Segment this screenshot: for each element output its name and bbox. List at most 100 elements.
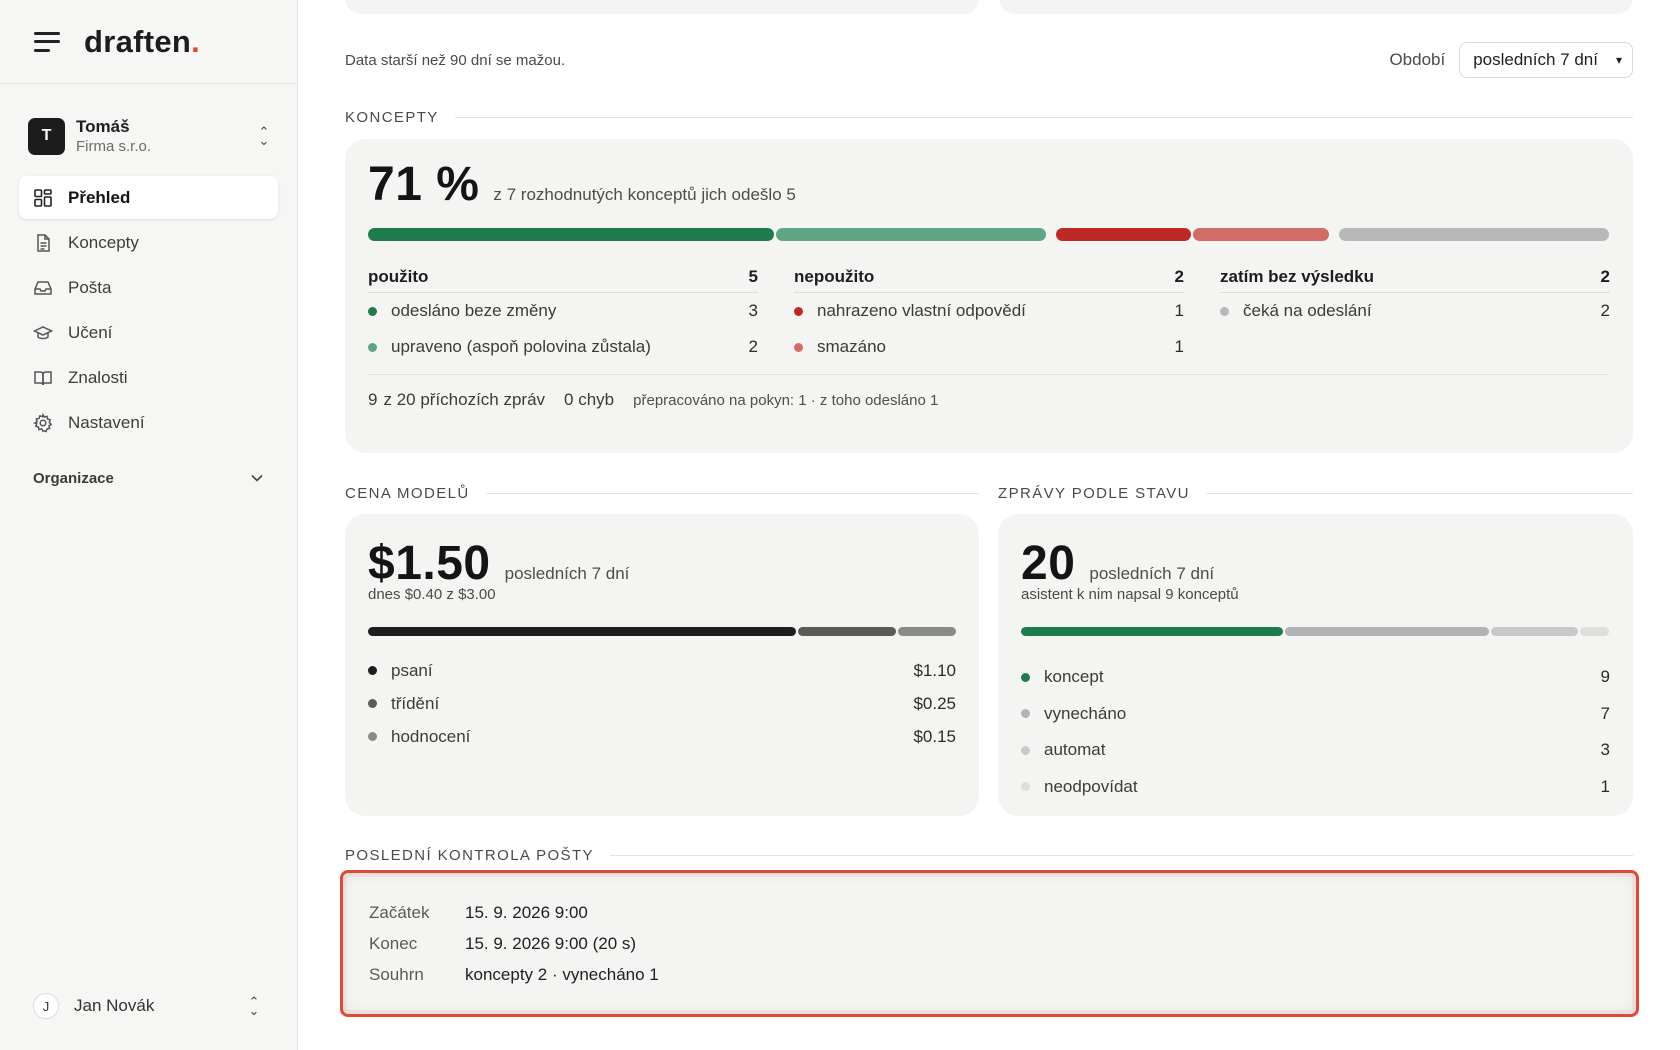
user-avatar: J bbox=[33, 993, 59, 1019]
sidebar-nav: Přehled Koncepty Pošta Učení Znalosti Na… bbox=[19, 176, 278, 444]
section-title-text: POSLEDNÍ KONTROLA POŠTY bbox=[345, 846, 594, 864]
status-dot bbox=[368, 699, 377, 708]
organization-toggle[interactable]: Organizace bbox=[33, 464, 263, 492]
incoming-count: 9 bbox=[368, 390, 378, 409]
section-title-text: ZPRÁVY PODLE STAVU bbox=[998, 484, 1190, 502]
cena-amount: $1.50 bbox=[368, 537, 491, 590]
status-dot bbox=[1021, 782, 1030, 792]
list-item: koncept 9 bbox=[1021, 659, 1610, 696]
section-title-kontrola: POSLEDNÍ KONTROLA POŠTY bbox=[345, 845, 1633, 865]
bar-segment bbox=[798, 627, 896, 636]
kontrola-card: Začátek 15. 9. 2026 9:00 Konec 15. 9. 2026… bbox=[340, 870, 1639, 1017]
account-switcher[interactable]: T Tomáš Firma s.r.o. ⌃ ⌄ bbox=[28, 114, 271, 158]
column-title: nepoužito bbox=[794, 266, 875, 286]
sidebar-item-znalosti[interactable]: Znalosti bbox=[19, 356, 278, 399]
cena-progress-bar bbox=[368, 627, 956, 636]
zpravy-period: posledních 7 dní bbox=[1089, 564, 1215, 583]
sidebar-item-nastaveni[interactable]: Nastavení bbox=[19, 401, 278, 444]
list-item: automat 3 bbox=[1021, 732, 1610, 769]
cena-list: psaní $1.10 třídění $0.25 hodnocení $0.15 bbox=[368, 648, 956, 753]
list-item: hodnocení $0.15 bbox=[368, 720, 956, 753]
period-select[interactable]: posledních 7 dní ▾ bbox=[1459, 42, 1633, 78]
zpravy-progress-bar bbox=[1021, 627, 1609, 636]
column-title: použito bbox=[368, 266, 429, 286]
bar-segment bbox=[775, 228, 1047, 241]
document-icon bbox=[37, 233, 50, 252]
bar-segment bbox=[897, 627, 956, 636]
sidebar-item-posta[interactable]: Pošta bbox=[19, 266, 278, 309]
user-name: Jan Novák bbox=[74, 996, 155, 1015]
status-dot bbox=[368, 666, 377, 675]
section-title-text: KONCEPTY bbox=[345, 108, 439, 126]
kontrola-row-end: Konec 15. 9. 2026 9:00 (20 s) bbox=[369, 933, 637, 953]
list-item: vynecháno 7 bbox=[1021, 696, 1610, 733]
sidebar-item-prehled[interactable]: Přehled bbox=[19, 176, 278, 219]
list-item: odesláno beze změny 3 bbox=[368, 293, 758, 329]
koncepty-column-pouzito: použito 5 odesláno beze změny 3 upraveno (… bbox=[368, 261, 758, 365]
koncepty-column-nepouzito: nepoužito 2 nahrazeno vlastní odpovědí 1 s… bbox=[794, 261, 1184, 365]
bar-segment bbox=[368, 228, 774, 241]
status-dot bbox=[1021, 709, 1030, 719]
status-dot bbox=[794, 342, 803, 352]
bar-segment bbox=[1338, 228, 1609, 241]
cena-period: posledních 7 dní bbox=[504, 564, 630, 583]
zpravy-list: koncept 9 vynecháno 7 automat 3 neodpovídat… bbox=[1021, 653, 1610, 805]
koncepty-footer: 9 z 20 příchozích zpráv 0 chyb přepracov… bbox=[368, 374, 1609, 410]
period-filter: Období posledních 7 dní ▾ bbox=[1389, 42, 1633, 78]
status-dot bbox=[368, 306, 377, 316]
column-count: 2 bbox=[1174, 266, 1184, 286]
logo[interactable]: draften. bbox=[84, 23, 201, 59]
list-item: smazáno 1 bbox=[794, 329, 1184, 365]
sidebar-item-label: Nastavení bbox=[68, 412, 145, 432]
list-item: upraveno (aspoň polovina zůstala) 2 bbox=[368, 329, 758, 365]
cena-card: $1.50 posledních 7 dní dnes $0.40 z $3.0… bbox=[345, 514, 979, 816]
kontrola-row-summary: Souhrn koncepty 2 · vynecháno 1 bbox=[369, 964, 659, 984]
list-item: čeká na odeslání 2 bbox=[1220, 293, 1610, 329]
period-value: posledních 7 dní bbox=[1473, 50, 1598, 69]
menu-icon[interactable] bbox=[34, 31, 60, 52]
user-menu[interactable]: J Jan Novák ⌃ ⌄ bbox=[33, 990, 261, 1022]
bar-segment bbox=[368, 627, 797, 636]
column-count: 5 bbox=[748, 266, 758, 286]
chevron-down-icon: ▾ bbox=[1615, 53, 1622, 67]
sidebar: draften. T Tomáš Firma s.r.o. ⌃ ⌄ Přehled… bbox=[0, 0, 298, 1050]
bar-segment bbox=[1021, 627, 1283, 636]
list-item: nahrazeno vlastní odpovědí 1 bbox=[794, 293, 1184, 329]
graduation-cap-icon bbox=[33, 325, 53, 339]
status-dot bbox=[368, 342, 377, 352]
bar-segment bbox=[1284, 627, 1489, 636]
column-title: zatím bez výsledku bbox=[1220, 266, 1375, 286]
section-title-text: CENA MODELŮ bbox=[345, 484, 470, 502]
section-title-zpravy: ZPRÁVY PODLE STAVU bbox=[998, 483, 1633, 503]
column-count: 2 bbox=[1600, 266, 1610, 286]
bar-segment bbox=[1579, 627, 1609, 636]
book-icon bbox=[34, 370, 52, 385]
sidebar-item-label: Znalosti bbox=[68, 367, 128, 387]
status-dot bbox=[368, 732, 377, 741]
koncepty-card: 71 % z 7 rozhodnutých konceptů jich odeš… bbox=[345, 139, 1633, 453]
koncepty-column-bez-vysledku: zatím bez výsledku 2 čeká na odeslání 2 bbox=[1220, 261, 1610, 329]
koncepty-percent: 71 % bbox=[368, 158, 480, 211]
period-label: Období bbox=[1389, 50, 1446, 69]
retention-note: Data starší než 90 dní se mažou. bbox=[345, 51, 566, 69]
sidebar-item-label: Učení bbox=[68, 322, 113, 342]
bar-segment bbox=[1490, 627, 1578, 636]
previous-card-stub bbox=[999, 0, 1633, 14]
chevron-up-down-icon: ⌃ ⌄ bbox=[248, 994, 260, 1018]
brand-bar: draften. bbox=[0, 0, 297, 84]
account-name: Tomáš bbox=[76, 116, 130, 136]
sidebar-item-label: Koncepty bbox=[68, 232, 139, 252]
koncepty-caption: z 7 rozhodnutých konceptů jich odešlo 5 bbox=[493, 185, 796, 204]
sidebar-item-uceni[interactable]: Učení bbox=[19, 311, 278, 354]
list-item: třídění $0.25 bbox=[368, 687, 956, 720]
status-dot bbox=[794, 306, 803, 316]
sidebar-item-label: Přehled bbox=[68, 187, 131, 207]
inbox-icon bbox=[34, 280, 52, 295]
sidebar-item-koncepty[interactable]: Koncepty bbox=[19, 221, 278, 264]
previous-card-stub bbox=[345, 0, 979, 14]
main-content: Data starší než 90 dní se mažou. Období … bbox=[340, 0, 1639, 1050]
status-dot bbox=[1021, 745, 1030, 755]
list-item: psaní $1.10 bbox=[368, 654, 956, 687]
error-count: 0 chyb bbox=[564, 390, 615, 409]
chevron-down-icon bbox=[251, 474, 263, 482]
